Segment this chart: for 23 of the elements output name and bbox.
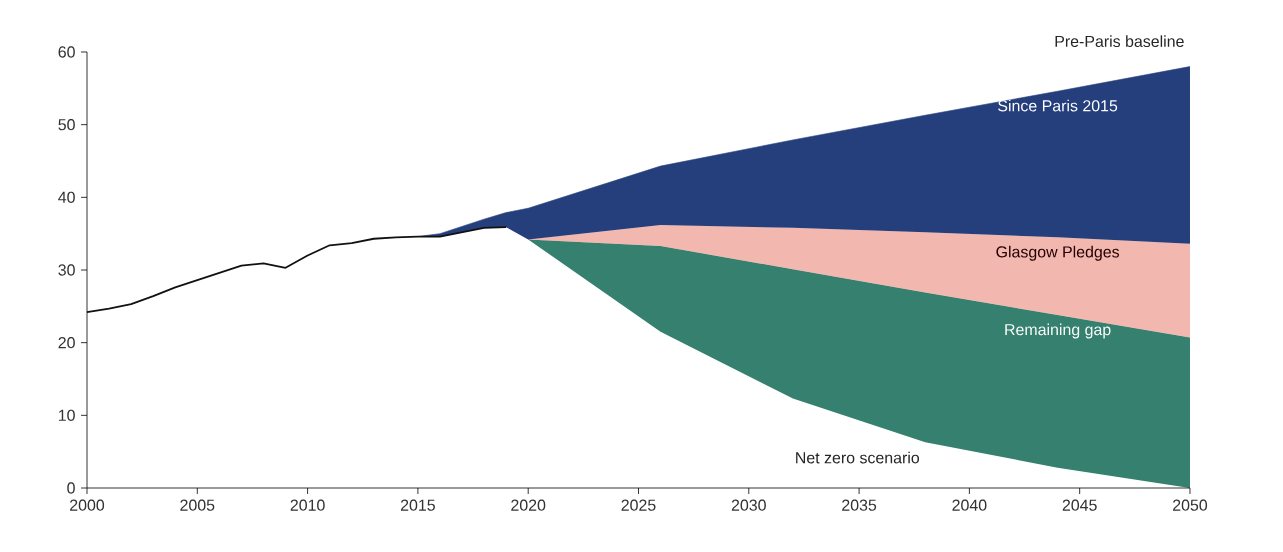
y-tick-label: 10 [58, 409, 75, 421]
x-tick-label: 2050 [1173, 499, 1208, 511]
x-tick-label: 2030 [731, 499, 766, 511]
series-label: Glasgow Pledges [996, 245, 1120, 261]
annotation: Net zero scenario [796, 451, 920, 464]
x-tick-label: 2035 [842, 499, 877, 511]
x-tick-label: 2045 [1062, 499, 1097, 511]
y-tick-label: 50 [58, 119, 75, 131]
x-tick-label: 2025 [621, 499, 656, 511]
x-tick-label: 2010 [290, 499, 325, 511]
x-tick-label: 2015 [400, 499, 435, 511]
y-tick-label: 30 [58, 264, 75, 276]
x-tick-label: 2000 [70, 499, 105, 511]
x-tick-label: 2005 [180, 499, 215, 511]
y-tick-label: 20 [58, 337, 75, 349]
annotation: Pre-Paris baseline [1055, 35, 1184, 48]
series-label: Since Paris 2015 [998, 99, 1118, 112]
y-tick-label: 40 [58, 191, 75, 203]
x-tick-label: 2020 [511, 499, 546, 511]
y-tick-label: 60 [58, 46, 75, 58]
series-label: Remaining gap [1005, 323, 1111, 339]
y-tick-label: 0 [67, 482, 75, 494]
x-tick-label: 2040 [952, 499, 987, 511]
